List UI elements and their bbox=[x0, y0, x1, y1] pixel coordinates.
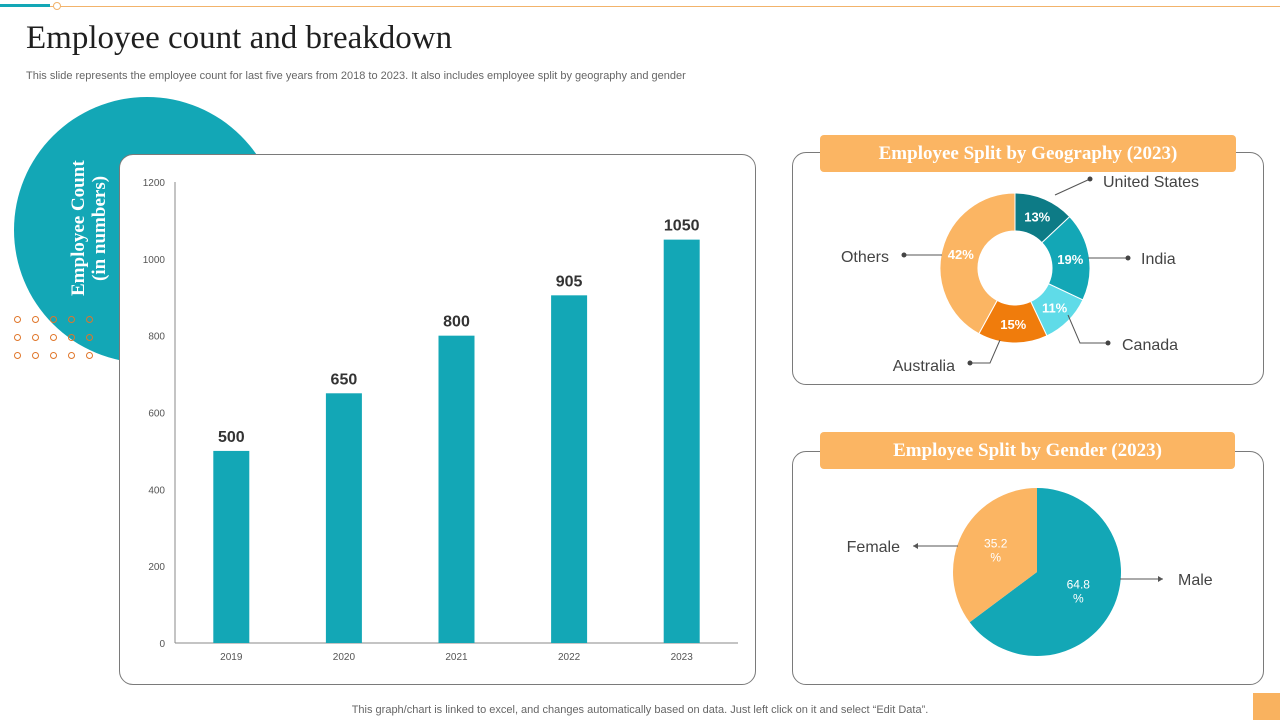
donut-category-label: Australia bbox=[893, 358, 955, 375]
decorative-dot bbox=[50, 316, 57, 323]
page-title: Employee count and breakdown bbox=[26, 20, 453, 56]
bar-data-label: 800 bbox=[443, 314, 470, 331]
pie-category-label: Male bbox=[1178, 572, 1213, 589]
corner-square bbox=[1253, 693, 1280, 720]
decorative-dot bbox=[14, 316, 21, 323]
top-rule bbox=[0, 6, 1280, 7]
x-tick-label: 2019 bbox=[220, 652, 243, 663]
y-tick-label: 400 bbox=[148, 485, 165, 496]
y-tick-label: 0 bbox=[159, 639, 165, 650]
decorative-dot bbox=[68, 334, 75, 341]
pie-callout-arrow bbox=[1158, 576, 1163, 582]
decorative-dot bbox=[68, 352, 75, 359]
geography-chart-panel bbox=[792, 152, 1264, 385]
pie-slice bbox=[953, 488, 1037, 623]
pie-value-label: 35.2 bbox=[984, 536, 1008, 550]
donut-category-label: Others bbox=[841, 249, 889, 266]
x-tick-label: 2023 bbox=[671, 652, 694, 663]
x-tick-label: 2022 bbox=[558, 652, 581, 663]
donut-category-label: United States bbox=[1103, 174, 1199, 191]
bar bbox=[551, 295, 588, 643]
decorative-dot bbox=[32, 316, 39, 323]
x-tick-label: 2021 bbox=[445, 652, 468, 663]
bar-data-label: 500 bbox=[218, 429, 245, 446]
y-tick-label: 800 bbox=[148, 332, 165, 343]
donut-callout-line bbox=[1067, 314, 1108, 344]
decorative-dot bbox=[86, 316, 93, 323]
geography-chart-title: Employee Split by Geography (2023) bbox=[820, 135, 1236, 172]
bar bbox=[325, 393, 362, 643]
page-subtitle: This slide represents the employee count… bbox=[26, 70, 686, 82]
bar-data-label: 650 bbox=[331, 371, 358, 388]
top-accent-dot bbox=[53, 2, 61, 10]
decorative-dot bbox=[14, 352, 21, 359]
decorative-dot bbox=[32, 334, 39, 341]
bar bbox=[438, 335, 475, 643]
donut-callout-dot bbox=[967, 360, 973, 366]
decorative-dot bbox=[32, 352, 39, 359]
y-tick-label: 200 bbox=[148, 562, 165, 573]
pie-callout-arrow bbox=[913, 543, 918, 549]
pie-category-label: Female bbox=[847, 539, 900, 556]
footer-note: This graph/chart is linked to excel, and… bbox=[351, 704, 929, 716]
pie-value-label: % bbox=[990, 550, 1001, 564]
decorative-dot bbox=[68, 316, 75, 323]
donut-callout-dot bbox=[1087, 176, 1093, 182]
decorative-dot bbox=[50, 334, 57, 341]
y-tick-label: 600 bbox=[148, 409, 165, 420]
donut-category-label: India bbox=[1141, 251, 1176, 268]
bar-data-label: 905 bbox=[556, 273, 583, 290]
donut-category-label: Canada bbox=[1122, 337, 1178, 354]
bar bbox=[663, 239, 700, 643]
gender-chart-title: Employee Split by Gender (2023) bbox=[820, 432, 1235, 469]
pie-slice bbox=[969, 488, 1121, 657]
bar bbox=[213, 450, 250, 643]
pie-value-label: 64.8 bbox=[1067, 578, 1091, 592]
pie-value-label: % bbox=[1073, 592, 1084, 606]
x-tick-label: 2020 bbox=[333, 652, 356, 663]
donut-value-label: 11% bbox=[1042, 301, 1068, 316]
decorative-dot bbox=[86, 352, 93, 359]
donut-callout-dot bbox=[901, 252, 907, 258]
donut-value-label: 42% bbox=[948, 247, 974, 262]
top-accent-bar bbox=[0, 4, 50, 7]
donut-value-label: 15% bbox=[1000, 317, 1026, 332]
donut-value-label: 19% bbox=[1057, 252, 1083, 267]
donut-slice bbox=[939, 192, 1016, 335]
decorative-dot bbox=[14, 334, 21, 341]
donut-callout-line bbox=[1054, 178, 1091, 196]
decorative-dot bbox=[86, 334, 93, 341]
donut-callout-line bbox=[970, 339, 1001, 364]
donut-value-label: 13% bbox=[1024, 210, 1050, 225]
donut-callout-dot bbox=[1105, 340, 1111, 346]
bar-data-label: 1050 bbox=[664, 218, 700, 235]
y-tick-label: 1000 bbox=[143, 255, 166, 266]
donut-callout-dot bbox=[1125, 255, 1131, 261]
y-tick-label: 1200 bbox=[143, 178, 166, 189]
decorative-dot bbox=[50, 352, 57, 359]
